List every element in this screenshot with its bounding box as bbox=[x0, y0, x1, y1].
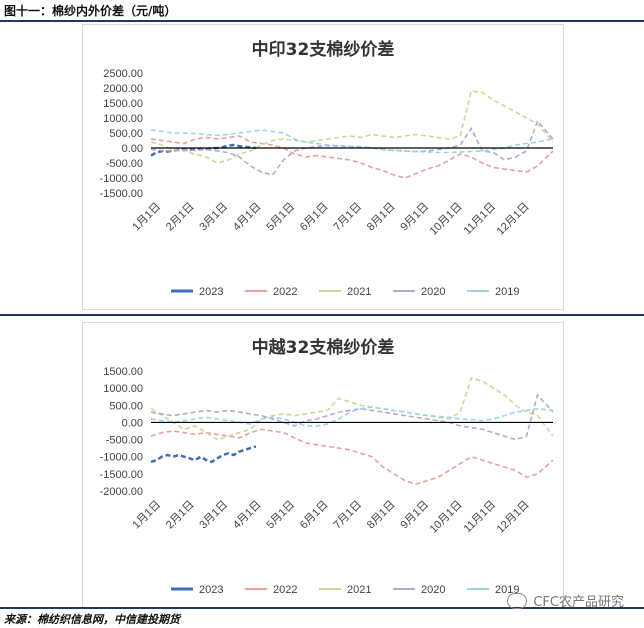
chart-india-svg: 中印32支棉纱价差 2500.00 2000.00 1500.00 1000.00 500… bbox=[100, 39, 554, 298]
series-line-2021 bbox=[150, 376, 554, 441]
series-line-2019 bbox=[150, 406, 554, 427]
y-tick-label: -500.00 bbox=[106, 435, 143, 447]
x-tick-label: 10月1日 bbox=[428, 499, 465, 536]
legend-label-2020: 2020 bbox=[421, 286, 445, 298]
y-tick-label: 1500.00 bbox=[103, 366, 143, 378]
x-tick-label: 12月1日 bbox=[495, 201, 532, 238]
x-tick-label: 4月1日 bbox=[231, 201, 264, 234]
y-tick-label: 2500.00 bbox=[103, 68, 143, 80]
chart-india-vs-china: 中印32支棉纱价差 2500.00 2000.00 1500.00 1000.00 500… bbox=[82, 24, 564, 310]
x-tick-label: 1月1日 bbox=[130, 499, 163, 532]
x-tick-label: 12月1日 bbox=[495, 499, 532, 536]
watermark-text: CFC农产品研究 bbox=[533, 595, 624, 610]
x-tick-label: 11月1日 bbox=[462, 201, 498, 237]
legend-label-2022: 2022 bbox=[273, 286, 297, 298]
legend-label-2023: 2023 bbox=[199, 286, 223, 298]
section-divider bbox=[0, 314, 644, 316]
source-note: 来源：棉纺织信息网，中信建投期货 bbox=[4, 613, 180, 626]
series-line-2021 bbox=[150, 90, 554, 164]
legend-label-2022: 2022 bbox=[273, 584, 297, 596]
legend-label-2019: 2019 bbox=[495, 286, 519, 298]
x-tick-label: 8月1日 bbox=[365, 201, 398, 234]
figure-header: 图十一：棉纱内外价差（元/吨） bbox=[0, 0, 644, 22]
x-tick-label: 9月1日 bbox=[398, 499, 431, 532]
y-tick-label: -500.00 bbox=[106, 158, 143, 170]
series-line-2023 bbox=[150, 445, 257, 464]
x-tick-label: 3月1日 bbox=[197, 499, 230, 532]
legend-label-2020: 2020 bbox=[421, 584, 445, 596]
figure-title: 图十一：棉纱内外价差（元/吨） bbox=[4, 4, 177, 18]
y-tick-label: 2000.00 bbox=[103, 83, 143, 95]
y-tick-label: -1000.00 bbox=[100, 173, 143, 185]
y-tick-label: -1500.00 bbox=[100, 469, 143, 481]
x-tick-label: 5月1日 bbox=[264, 201, 297, 234]
x-tick-label: 2月1日 bbox=[164, 201, 197, 234]
y-tick-label: 500.00 bbox=[109, 128, 143, 140]
x-tick-label: 7月1日 bbox=[331, 201, 364, 234]
x-tick-label: 9月1日 bbox=[398, 201, 431, 234]
y-tick-label: -1500.00 bbox=[100, 188, 143, 200]
y-tick-label: 1000.00 bbox=[103, 383, 143, 395]
legend-label-2021: 2021 bbox=[347, 286, 371, 298]
x-tick-label: 10月1日 bbox=[428, 201, 465, 238]
x-tick-label: 8月1日 bbox=[365, 499, 398, 532]
x-tick-label: 6月1日 bbox=[298, 499, 331, 532]
series-line-2019 bbox=[150, 129, 554, 154]
x-tick-label: 1月1日 bbox=[130, 201, 163, 234]
legend-label-2021: 2021 bbox=[347, 584, 371, 596]
y-tick-label: 0.00 bbox=[122, 417, 143, 429]
x-tick-label: 11月1日 bbox=[462, 499, 498, 535]
wechat-icon bbox=[507, 592, 528, 609]
series-line-2020 bbox=[150, 393, 554, 441]
watermark: CFC农产品研究 bbox=[507, 591, 624, 610]
y-tick-label: 1000.00 bbox=[103, 113, 143, 125]
x-tick-label: 3月1日 bbox=[197, 201, 230, 234]
y-tick-label: 500.00 bbox=[109, 400, 143, 412]
series-line-2022 bbox=[150, 428, 554, 485]
series-line-2022 bbox=[150, 135, 554, 179]
y-tick-label: -1000.00 bbox=[100, 452, 143, 464]
chart-title: 中印32支棉纱价差 bbox=[252, 39, 395, 60]
x-tick-label: 6月1日 bbox=[298, 201, 331, 234]
x-tick-label: 2月1日 bbox=[164, 499, 197, 532]
y-tick-label: -2000.00 bbox=[100, 486, 143, 498]
chart-vietnam-vs-china: 中越32支棉纱价差 1500.00 1000.00 500.00 0.00 -500.00… bbox=[82, 322, 564, 608]
x-tick-label: 4月1日 bbox=[231, 499, 264, 532]
x-tick-label: 5月1日 bbox=[264, 499, 297, 532]
chart-title: 中越32支棉纱价差 bbox=[252, 337, 395, 358]
y-tick-label: 0.00 bbox=[122, 143, 143, 155]
footer-divider bbox=[0, 607, 644, 609]
x-tick-label: 7月1日 bbox=[331, 499, 364, 532]
y-tick-label: 1500.00 bbox=[103, 98, 143, 110]
chart-vietnam-svg: 中越32支棉纱价差 1500.00 1000.00 500.00 0.00 -500.00… bbox=[100, 337, 554, 596]
legend-label-2023: 2023 bbox=[199, 584, 223, 596]
